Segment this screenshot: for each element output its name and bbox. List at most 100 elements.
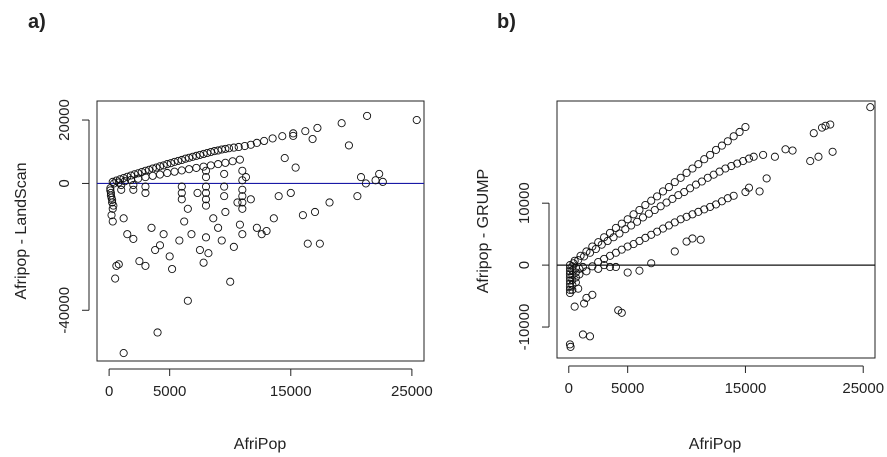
data-point bbox=[163, 160, 172, 169]
data-point bbox=[229, 242, 238, 251]
data-point bbox=[585, 332, 595, 341]
data-point bbox=[363, 111, 372, 120]
data-point bbox=[623, 215, 632, 224]
data-point bbox=[770, 152, 779, 161]
data-point bbox=[165, 252, 174, 261]
x-axis-title-a: AfriPop bbox=[234, 436, 287, 453]
data-point bbox=[174, 156, 183, 165]
y-tick-label: 0 bbox=[516, 261, 533, 269]
data-point bbox=[647, 196, 656, 205]
data-point bbox=[141, 261, 150, 270]
data-point bbox=[180, 217, 189, 226]
data-point bbox=[585, 248, 595, 257]
data-point bbox=[828, 147, 837, 156]
data-point bbox=[574, 256, 583, 265]
data-point bbox=[268, 134, 277, 143]
data-point bbox=[246, 140, 255, 149]
data-point bbox=[762, 174, 771, 183]
data-point bbox=[670, 178, 679, 187]
data-point bbox=[633, 217, 642, 226]
data-point bbox=[605, 262, 615, 272]
data-point bbox=[668, 194, 677, 203]
x-tick-label: 0 bbox=[105, 383, 113, 400]
y-axis-b: -10000 0 10000 bbox=[516, 182, 550, 350]
data-point bbox=[155, 162, 165, 171]
data-point bbox=[656, 202, 665, 211]
data-point bbox=[301, 127, 310, 136]
data-point bbox=[594, 264, 603, 273]
data-point bbox=[148, 171, 157, 180]
data-point bbox=[582, 247, 591, 256]
data-point bbox=[806, 157, 815, 166]
data-point bbox=[568, 262, 577, 271]
data-point bbox=[238, 192, 247, 201]
data-point bbox=[184, 165, 194, 174]
data-point bbox=[662, 198, 671, 207]
data-point bbox=[152, 163, 161, 172]
data-point bbox=[344, 141, 353, 150]
data-point bbox=[229, 143, 238, 152]
data-point bbox=[204, 249, 213, 258]
data-point bbox=[568, 285, 577, 294]
data-point bbox=[112, 261, 121, 270]
data-point bbox=[224, 144, 234, 153]
data-point bbox=[566, 342, 575, 351]
data-point bbox=[168, 264, 177, 274]
data-point bbox=[159, 161, 168, 170]
data-point bbox=[129, 234, 138, 243]
scatter-points-b bbox=[565, 103, 875, 351]
data-point bbox=[635, 205, 644, 215]
data-point bbox=[151, 245, 160, 255]
y-tick-label: 0 bbox=[56, 179, 73, 187]
data-point bbox=[278, 132, 287, 141]
data-point bbox=[597, 240, 606, 249]
data-point bbox=[289, 129, 298, 138]
y-axis-a: -40000 0 20000 bbox=[56, 99, 90, 334]
data-point bbox=[260, 136, 269, 146]
data-point bbox=[201, 188, 211, 198]
data-point bbox=[134, 174, 143, 183]
data-point bbox=[201, 182, 211, 191]
data-point bbox=[195, 150, 204, 159]
data-point bbox=[670, 247, 679, 256]
data-point bbox=[214, 223, 223, 232]
data-point bbox=[108, 195, 117, 204]
data-point bbox=[682, 168, 691, 177]
y-tick-label: 10000 bbox=[516, 182, 533, 224]
data-point bbox=[280, 154, 289, 163]
data-point bbox=[135, 257, 144, 266]
data-point bbox=[611, 262, 620, 272]
data-point bbox=[201, 173, 211, 182]
data-point bbox=[114, 260, 123, 269]
data-point bbox=[291, 163, 300, 172]
data-point bbox=[680, 187, 689, 197]
data-point bbox=[688, 164, 697, 173]
data-point bbox=[108, 204, 117, 213]
x-tick-label: 5000 bbox=[153, 383, 186, 400]
data-point bbox=[578, 330, 587, 339]
data-point bbox=[235, 220, 244, 229]
data-point bbox=[375, 169, 384, 178]
data-point bbox=[147, 223, 156, 232]
data-point bbox=[289, 131, 298, 140]
data-point bbox=[233, 198, 242, 207]
data-point bbox=[676, 173, 685, 182]
data-point bbox=[187, 230, 196, 239]
data-point bbox=[310, 207, 320, 217]
y-tick-label: 20000 bbox=[56, 99, 73, 141]
data-point bbox=[238, 198, 247, 207]
data-point bbox=[184, 153, 194, 162]
y-axis-title-b: Afripop - GRUMP bbox=[475, 169, 492, 293]
data-point bbox=[788, 146, 797, 155]
data-point bbox=[238, 204, 247, 213]
data-point bbox=[694, 160, 703, 169]
data-point bbox=[107, 211, 116, 220]
data-point bbox=[711, 145, 721, 154]
scatter-points-a bbox=[106, 111, 421, 358]
data-point bbox=[177, 155, 186, 165]
data-point bbox=[155, 170, 165, 179]
data-point bbox=[163, 168, 172, 178]
data-point bbox=[313, 123, 322, 133]
